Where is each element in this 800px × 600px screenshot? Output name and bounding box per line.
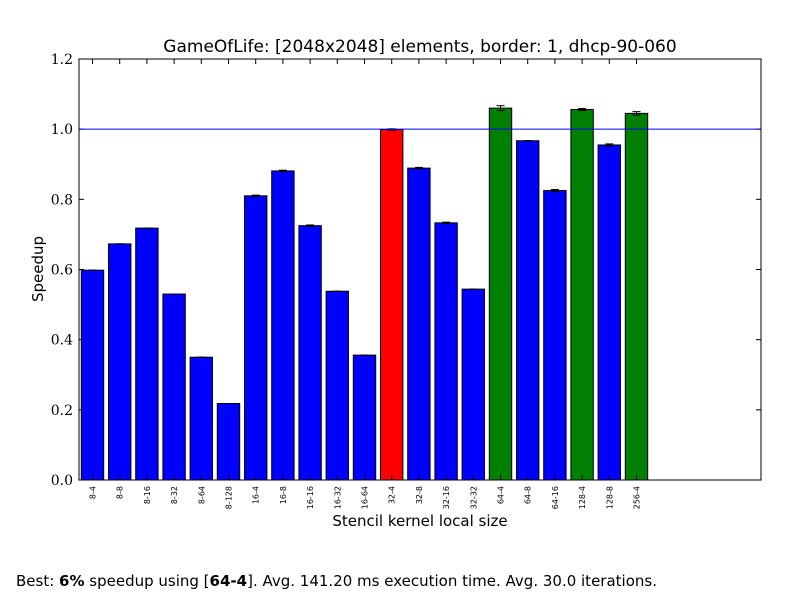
- x-tick-label: 8-128: [225, 486, 234, 509]
- x-tick-label: 32-4: [388, 486, 397, 504]
- x-axis-label: Stencil kernel local size: [332, 512, 507, 530]
- bar-64-16: [543, 190, 567, 481]
- summary-footer: Best: 6% speedup using [64-4]. Avg. 141.…: [16, 572, 657, 590]
- chart-svg: GameOfLife: [2048x2048] elements, border…: [29, 37, 762, 530]
- bar-8-32: [162, 293, 186, 481]
- x-tick-label: 16-8: [279, 486, 288, 504]
- y-tick-label: 0.4: [51, 333, 73, 349]
- chart: GameOfLife: [2048x2048] elements, border…: [29, 37, 762, 530]
- x-tick-label: 16-32: [333, 486, 342, 509]
- footer-config: 64-4: [209, 572, 248, 590]
- x-tick-label: 128-8: [605, 486, 614, 509]
- footer-suffix: ]. Avg. 141.20 ms execution time. Avg. 3…: [247, 572, 657, 590]
- footer-speedup: 6%: [59, 572, 85, 590]
- y-tick-label: 0.0: [51, 473, 73, 489]
- x-axis-ticks: 8-4 8-8 8-16 8-32 8-64 8-128 16-4 16-8 16-16 16-3…: [89, 59, 642, 509]
- x-tick-label: 16-16: [306, 486, 315, 509]
- bar-32-32: [461, 288, 486, 481]
- bar-128-8: [597, 144, 621, 481]
- x-tick-label: 8-64: [197, 486, 206, 504]
- x-tick-label: 128-4: [578, 486, 587, 509]
- y-axis-label: Speedup: [29, 236, 47, 302]
- bar-8-4: [80, 269, 105, 481]
- x-tick-label: 64-8: [524, 486, 533, 504]
- bar-32-16: [434, 222, 458, 481]
- x-tick-label: 16-4: [252, 486, 261, 504]
- x-tick-label: 8-32: [170, 486, 179, 504]
- y-tick-label: 0.6: [51, 263, 73, 279]
- x-tick-label: 8-16: [143, 486, 152, 504]
- y-tick-label: 1.0: [51, 122, 73, 138]
- bar-16-8: [271, 170, 295, 481]
- y-tick-label: 1.2: [51, 52, 73, 68]
- x-tick-label: 32-32: [469, 486, 478, 509]
- y-tick-label: 0.2: [51, 403, 73, 419]
- x-tick-label: 32-16: [442, 486, 451, 509]
- footer-prefix: Best:: [16, 572, 60, 590]
- x-tick-label: 64-16: [551, 486, 560, 509]
- x-tick-label: 64-4: [497, 486, 506, 504]
- x-tick-label: 8-8: [116, 486, 125, 499]
- bar-64-8: [516, 140, 540, 481]
- bar-256-4: [624, 112, 649, 481]
- bar-16-4: [244, 195, 268, 481]
- bar-8-8: [108, 243, 132, 481]
- bar-64-4: [488, 107, 513, 481]
- bar-16-16: [298, 225, 322, 481]
- chart-title: GameOfLife: [2048x2048] elements, border…: [163, 37, 676, 57]
- x-tick-label: 32-8: [415, 486, 424, 504]
- bar-16-32: [325, 290, 350, 481]
- bar-128-4: [570, 109, 594, 481]
- bar-8-16: [135, 227, 159, 481]
- bars: [80, 105, 649, 481]
- bar-8-128: [216, 403, 241, 481]
- bar-32-4: [380, 129, 404, 481]
- x-tick-label: 8-4: [89, 486, 98, 499]
- bar-32-8: [407, 167, 431, 481]
- bar-16-64: [352, 354, 377, 481]
- y-tick-label: 0.8: [51, 192, 73, 208]
- x-tick-label: 256-4: [633, 486, 642, 509]
- bar-8-64: [189, 356, 214, 481]
- footer-middle: speedup using [: [84, 572, 210, 590]
- x-tick-label: 16-64: [361, 486, 370, 509]
- plot-area: [78, 58, 762, 481]
